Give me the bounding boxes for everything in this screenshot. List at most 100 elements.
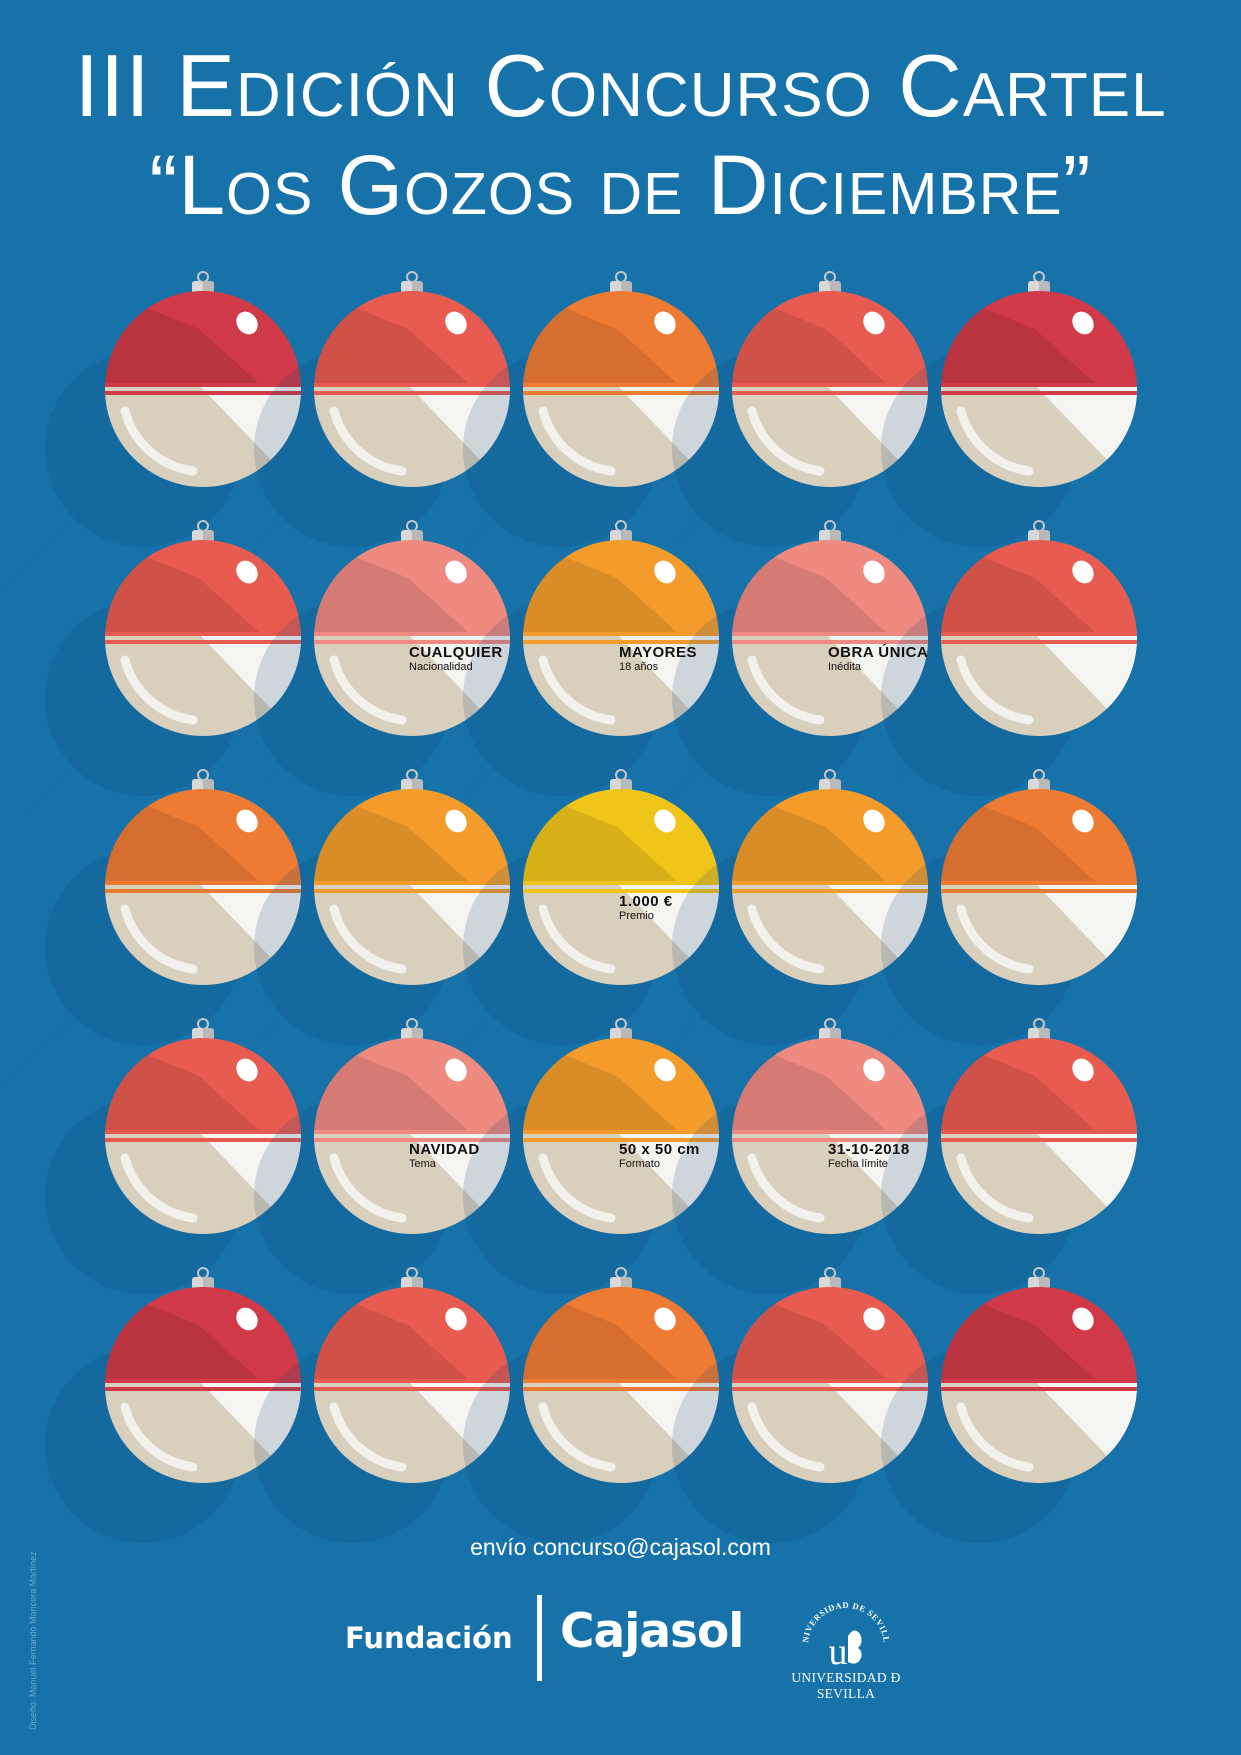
university-seal-icon: UNIVERSIDAD DE SEVILLA u [792, 1594, 891, 1673]
ornament-arc [956, 904, 1034, 974]
ornament-shade [314, 789, 470, 883]
ornament-stripe [941, 1130, 1137, 1134]
ornament-arc [329, 904, 407, 974]
ornament-shade [732, 1038, 888, 1132]
ornament [351, 1018, 719, 1406]
ornament-stripe [523, 640, 719, 644]
ornament-stripe [941, 383, 1137, 387]
ornament-arc [747, 1402, 825, 1472]
ornament-shade [105, 540, 261, 634]
info-deadline: 31-10-2018 Fecha límite [828, 1141, 910, 1171]
ornament-stripe [314, 1379, 510, 1383]
ornament [351, 1267, 719, 1655]
ornament [560, 1018, 928, 1406]
ornament-shade [105, 789, 261, 883]
ornament-shade [732, 540, 888, 634]
ornament-shade [523, 1038, 679, 1132]
info-unique-work: OBRA ÚNICA Inédita [828, 644, 928, 674]
ornament-stripe [523, 383, 719, 387]
ornament-arc [538, 904, 616, 974]
ornament-arc [538, 1402, 616, 1472]
ornament-stripe [314, 889, 510, 893]
ornament-stripe [523, 1138, 719, 1142]
ornament-shine [654, 560, 676, 584]
ornament-stripe [732, 632, 928, 636]
ornament-arc [747, 406, 825, 476]
info-theme: NAVIDAD Tema [409, 1141, 480, 1171]
ornament-arc [956, 1153, 1034, 1223]
ornament-loop [1033, 271, 1045, 283]
ornament-shadow [769, 1315, 1109, 1655]
ornament-shine [654, 1058, 676, 1082]
ornament [142, 520, 510, 908]
ornament-arc [329, 1402, 407, 1472]
logo-divider [537, 1595, 542, 1681]
info-prize-subtitle: Premio [619, 910, 654, 922]
ornament-loop [406, 271, 418, 283]
ornament-shine [1072, 311, 1094, 335]
ornament-arc [120, 1402, 198, 1472]
ornament-stripe [732, 881, 928, 885]
ornament [142, 1267, 510, 1655]
ornament-shine [863, 1058, 885, 1082]
ornament-arc [329, 655, 407, 725]
ornament-stripe [523, 889, 719, 893]
ornament-shine [236, 311, 258, 335]
ornament-shade [941, 1287, 1097, 1381]
ornament-arc [120, 406, 198, 476]
ornament-shine [236, 560, 258, 584]
ornament-arc [956, 655, 1034, 725]
ornament-stripe [732, 383, 928, 387]
contact-email[interactable]: envío concurso@cajasol.com [470, 1534, 771, 1560]
ornament-stripe [941, 640, 1137, 644]
ornament-shade [105, 291, 261, 385]
title-line-2: “Los Gozos de Diciembre” [149, 138, 1092, 232]
ornament-loop [197, 271, 209, 283]
ornament-shade [314, 1038, 470, 1132]
ornament-stripe [941, 391, 1137, 395]
ornament-shine [236, 809, 258, 833]
ornament-stripe [523, 1387, 719, 1391]
ornament-shade [523, 291, 679, 385]
ornament-shine [236, 1058, 258, 1082]
ornament-arc [329, 406, 407, 476]
ornament-stripe [314, 1130, 510, 1134]
ornament-shade [314, 540, 470, 634]
ornament-stripe [105, 1130, 301, 1134]
ornament-shadow [769, 817, 1109, 1157]
info-format: 50 x 50 cm Formato [619, 1141, 700, 1171]
ornament-stripe [314, 1387, 510, 1391]
info-theme-subtitle: Tema [409, 1158, 436, 1170]
ornament-arc [956, 406, 1034, 476]
ornament-stripe [523, 1130, 719, 1134]
info-theme-title: NAVIDAD [409, 1141, 480, 1158]
info-format-title: 50 x 50 cm [619, 1141, 700, 1158]
info-age-title: MAYORES [619, 644, 697, 661]
ornament-stripe [732, 640, 928, 644]
info-unique-work-title: OBRA ÚNICA [828, 644, 929, 661]
ornament-stripe [941, 1379, 1137, 1383]
ornament-shade [941, 540, 1097, 634]
ornament-arc [120, 1153, 198, 1223]
ornament-shade [732, 789, 888, 883]
info-prize: 1.000 € Premio [619, 893, 673, 923]
info-prize-title: 1.000 € [619, 893, 673, 910]
ornament-shade [732, 291, 888, 385]
ornament-stripe [105, 889, 301, 893]
info-deadline-title: 31-10-2018 [828, 1141, 910, 1158]
ornament-stripe [105, 881, 301, 885]
title-line-1: III Edición Concurso Cartel [74, 36, 1167, 135]
ornament-shine [1072, 1058, 1094, 1082]
design-credit: Diseño: Manuel Fernando Mancera Martínez [28, 1551, 38, 1730]
ornament [142, 769, 510, 1157]
ornament-shade [314, 291, 470, 385]
ornament-shadow [769, 568, 1109, 908]
logo-fundacion: Fundación [345, 1621, 513, 1655]
ornament-arc [538, 1153, 616, 1223]
ornament [560, 1267, 928, 1655]
info-unique-work-subtitle: Inédita [828, 661, 862, 673]
ornament-stripe [314, 640, 510, 644]
ornament-stripe [105, 640, 301, 644]
ornament-stripe [105, 632, 301, 636]
ornament-arc [329, 1153, 407, 1223]
